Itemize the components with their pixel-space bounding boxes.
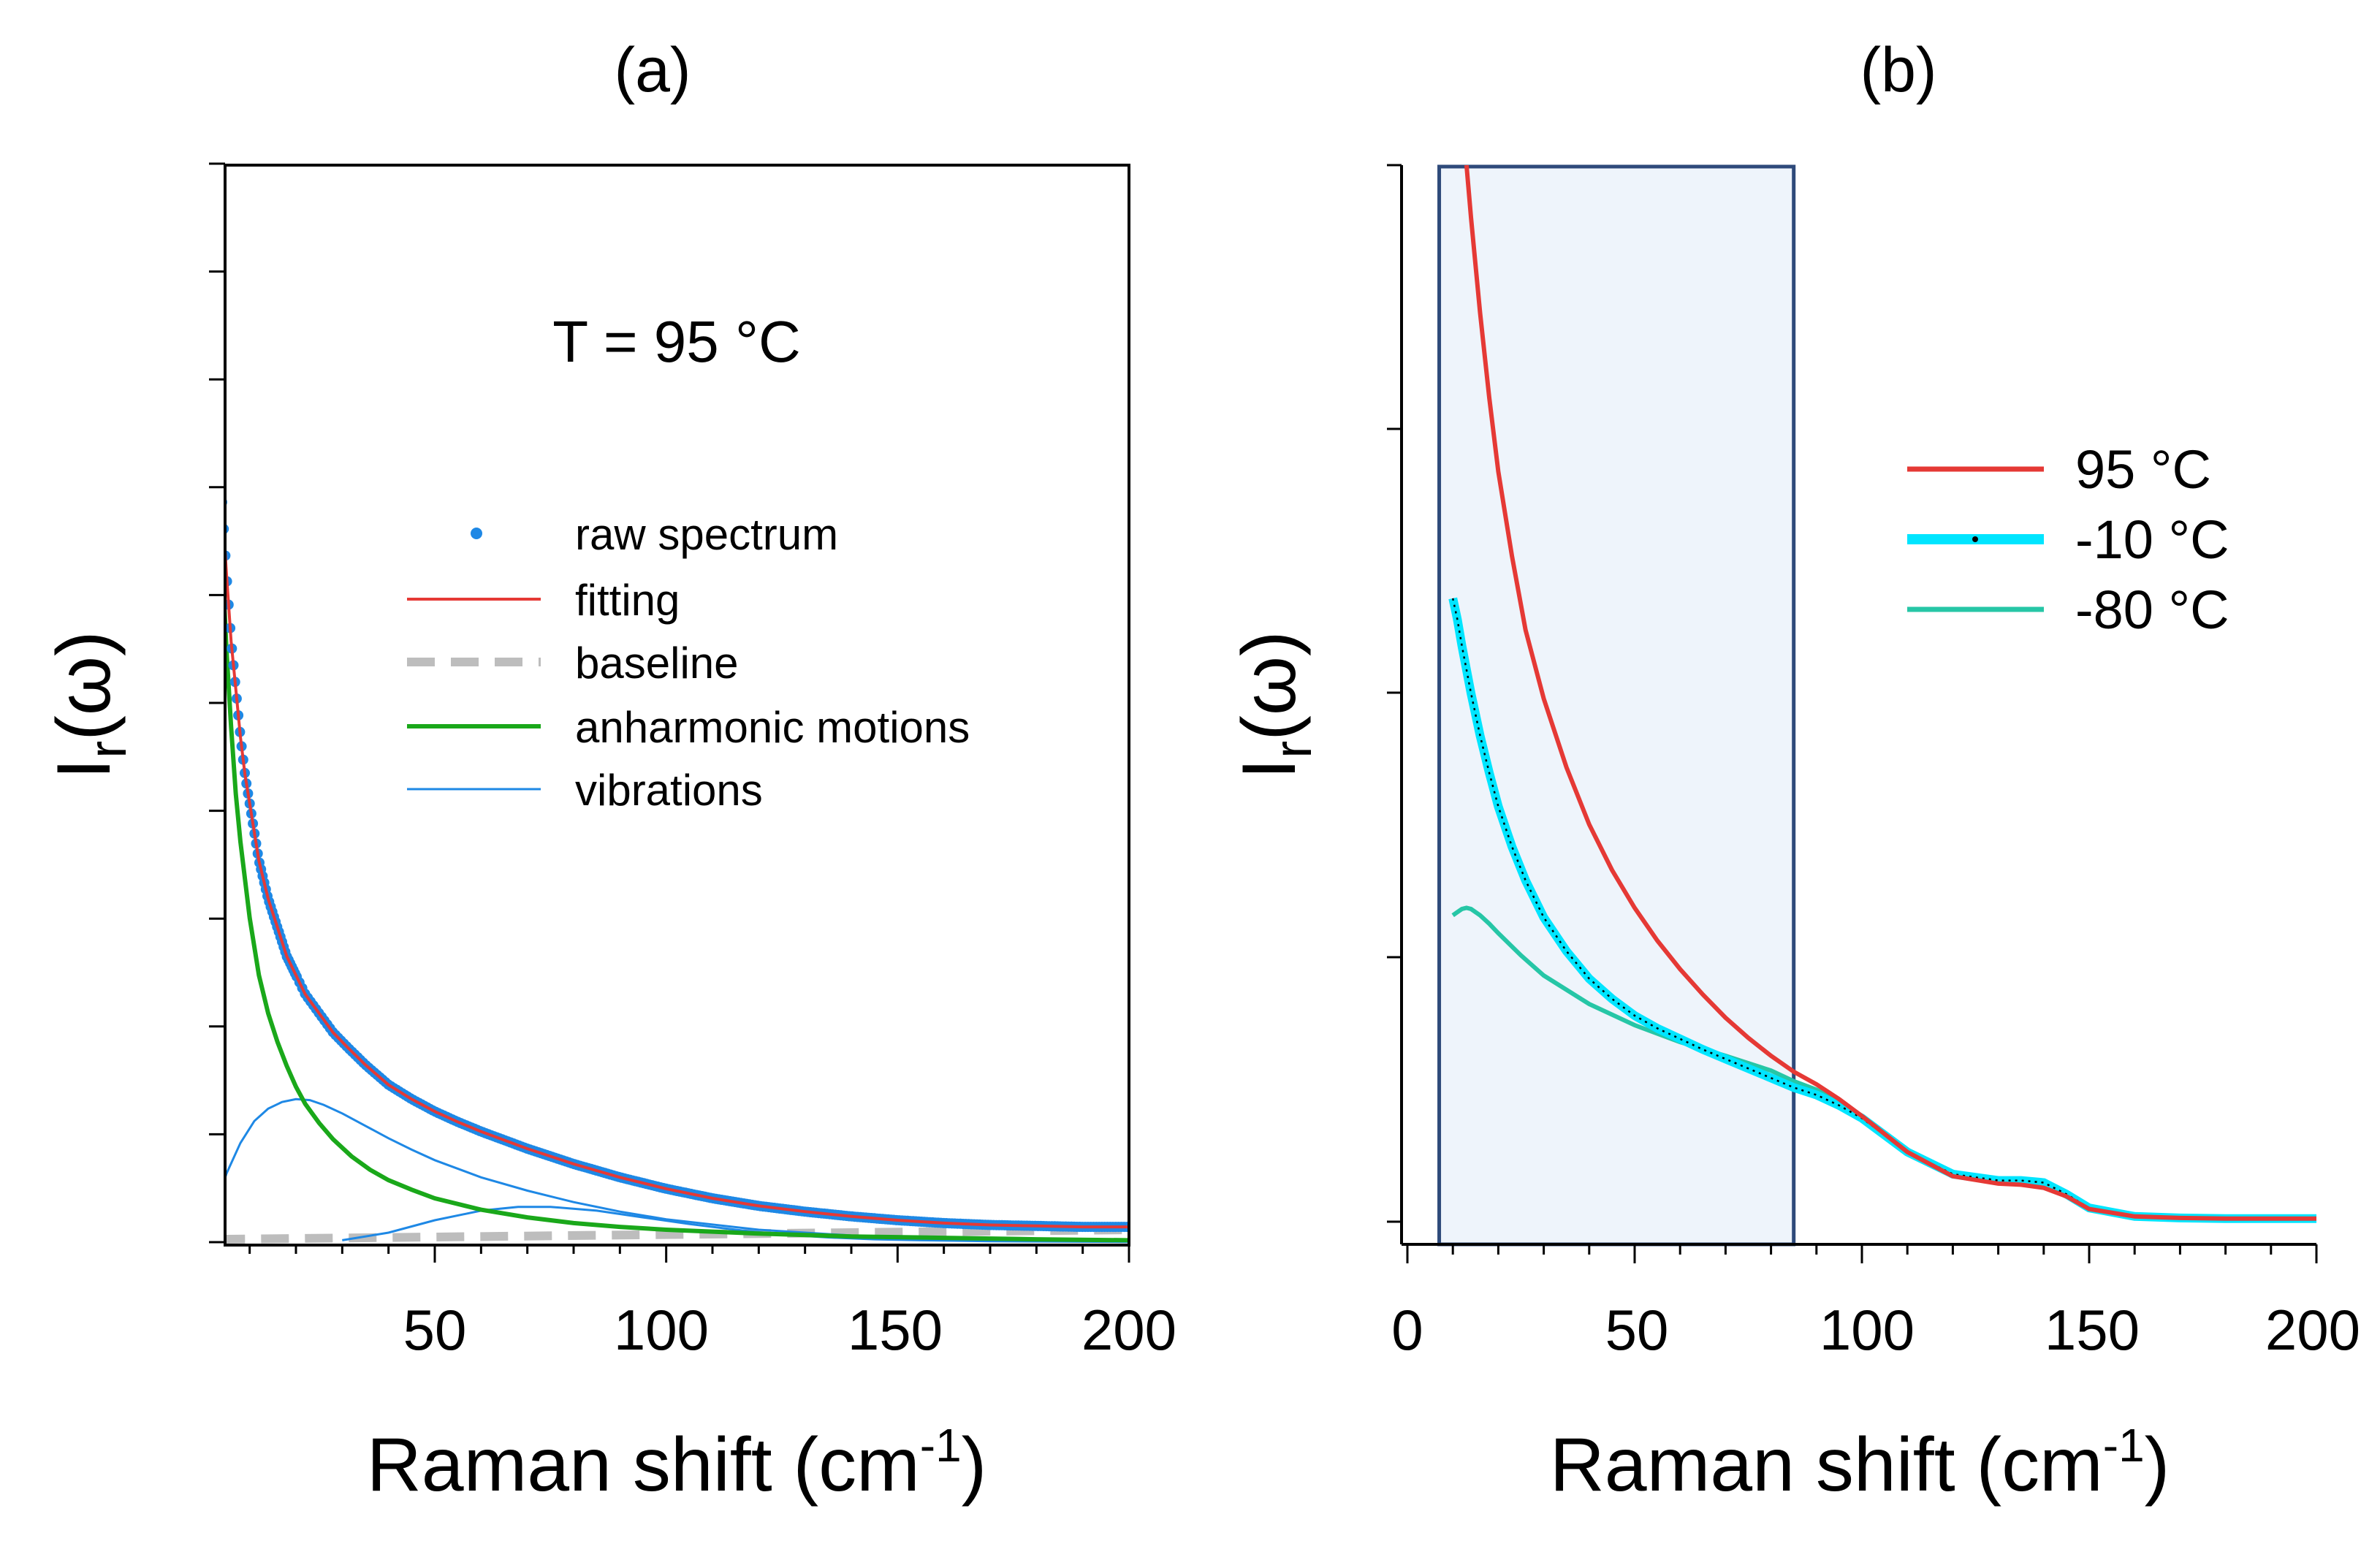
legend-a-raw-label: raw spectrum	[575, 510, 838, 559]
series-baseline-line	[227, 1225, 1128, 1244]
panel-b-ticks	[1387, 164, 2318, 1263]
panel-b-legend: 95 °C -10 °C -80 °C	[1907, 439, 2229, 640]
panel-a-ylabel: Ir(ω)	[42, 631, 137, 779]
raw-spectrum-point	[217, 497, 227, 507]
legend-b-minus80-label: -80 °C	[2075, 579, 2229, 640]
raw-spectrum-point	[212, 398, 222, 408]
panel-a-xlabel: Raman shift (cm-1)	[367, 1419, 987, 1507]
raw-spectrum-point	[214, 431, 224, 441]
panel-b-ylabel: Ir(ω)	[1227, 631, 1323, 779]
panel-b-xtick-50: 50	[1605, 1298, 1669, 1362]
raw-spectrum-point	[227, 525, 229, 533]
panel-a-ticks	[209, 162, 1130, 1263]
panel-b-highlight-region	[1437, 164, 1796, 1247]
series-fitting-line	[227, 550, 1128, 1229]
series-95-line	[1464, 165, 2316, 1221]
panel-a-temperature-annotation: T = 95 °C	[552, 309, 801, 374]
panel-b-label: (b)	[1860, 35, 1936, 105]
panel-a-label: (a)	[614, 35, 691, 105]
legend-a-anharmonic-label: anharmonic motions	[575, 703, 970, 752]
legend-a-baseline-label: baseline	[575, 639, 739, 688]
panel-b-xtick-150: 150	[2045, 1298, 2140, 1362]
legend-a-fitting-label: fitting	[575, 576, 680, 625]
legend-b-minus10-label: -10 °C	[2075, 509, 2229, 570]
legend-b-95-label: 95 °C	[2075, 439, 2211, 500]
raw-spectrum-point	[227, 550, 231, 561]
panel-b: (b) 0 50 100 150 200 Raman shift (cm-1) …	[1227, 35, 2360, 1507]
legend-a-vibrations-label: vibrations	[575, 766, 763, 815]
panel-b-xlabel: Raman shift (cm-1)	[1550, 1419, 2170, 1507]
legend-b-minus10-marker	[1972, 536, 1978, 542]
panel-b-xtick-200: 200	[2265, 1298, 2360, 1362]
panel-a-xtick-150: 150	[848, 1298, 943, 1362]
panel-a-frame	[224, 164, 1130, 1247]
panel-a-xtick-200: 200	[1081, 1298, 1176, 1362]
panel-a-plot-area	[212, 398, 1128, 1244]
panel-a-xtick-100: 100	[614, 1298, 709, 1362]
panel-b-plot-area	[1448, 165, 2316, 1223]
legend-a-raw-marker	[471, 528, 482, 539]
panel-a-xtick-50: 50	[403, 1298, 467, 1362]
panel-b-xtick-0: 0	[1391, 1298, 1423, 1362]
panel-b-xtick-100: 100	[1820, 1298, 1915, 1362]
panel-a-legend: raw spectrum fitting baseline anharmonic…	[407, 510, 970, 815]
series-anharmonic-line	[227, 605, 1128, 1243]
panel-a: (a) 50 100 150 200 Raman shift (cm-1) Ir…	[42, 35, 1176, 1507]
series-vibrations-line	[227, 1097, 1128, 1243]
series-vibrations-band-2-line	[342, 1206, 1128, 1244]
